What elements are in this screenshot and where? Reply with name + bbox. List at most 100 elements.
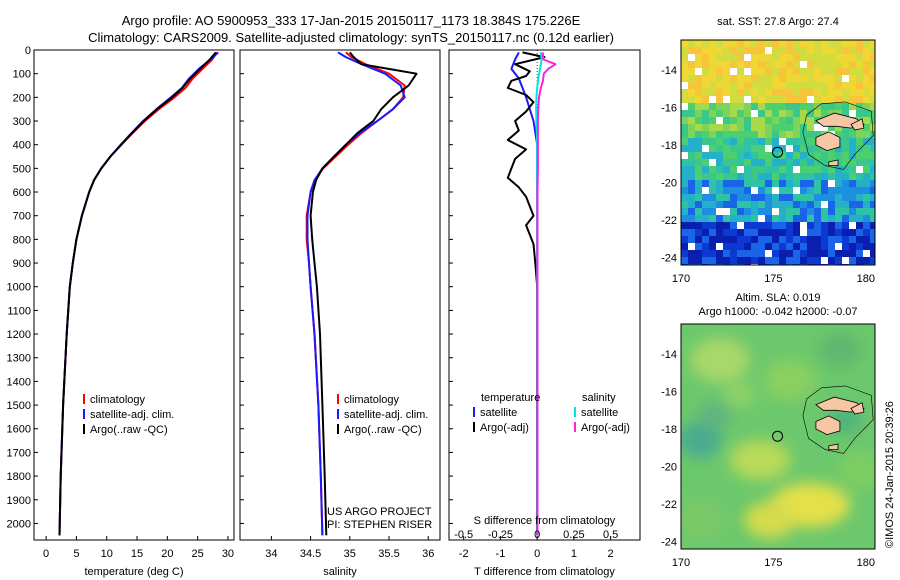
- sst-cell: [849, 145, 857, 153]
- sst-cell: [744, 103, 752, 111]
- header-line-2: Climatology: CARS2009. Satellite-adjuste…: [88, 30, 614, 45]
- sst-cell: [793, 82, 801, 90]
- sst-cell: [681, 40, 689, 48]
- sst-cell: [821, 47, 829, 55]
- sst-cell: [772, 82, 780, 90]
- sst-cell: [716, 110, 724, 118]
- sst-cell: [779, 159, 787, 167]
- sst-cell: [716, 131, 724, 139]
- sst-cell: [688, 117, 696, 125]
- sst-cell: [828, 250, 836, 258]
- sst-cell: [849, 103, 857, 111]
- sst-cell: [821, 222, 829, 230]
- sst-cell: [863, 166, 871, 174]
- sst-cell: [716, 201, 724, 209]
- map-y-tick-label: -22: [661, 499, 677, 511]
- sst-cell: [751, 166, 759, 174]
- sst-cell: [793, 208, 801, 216]
- sst-cell: [786, 110, 794, 118]
- sst-cell: [681, 131, 689, 139]
- legend-header: salinity: [582, 392, 616, 404]
- sst-cell: [779, 236, 787, 244]
- sst-cell: [856, 180, 864, 188]
- sst-cell: [751, 138, 759, 146]
- sst-cell: [828, 61, 836, 69]
- sst-cell: [814, 96, 822, 104]
- sst-cell: [758, 54, 766, 62]
- sst-cell: [779, 96, 787, 104]
- sst-cell: [821, 124, 829, 132]
- sst-cell: [730, 54, 738, 62]
- depth-tick-label: 1600: [7, 424, 31, 436]
- sst-cell: [863, 61, 871, 69]
- sst-cell: [681, 229, 689, 237]
- sst-cell: [863, 215, 871, 223]
- sst-cell: [758, 201, 766, 209]
- sst-cell: [779, 222, 787, 230]
- sst-cell: [751, 75, 759, 83]
- sst-cell: [681, 215, 689, 223]
- depth-tick-label: 1300: [7, 353, 31, 365]
- sst-cell: [800, 110, 808, 118]
- sst-cell: [793, 250, 801, 258]
- sst-cell: [758, 103, 766, 111]
- sst-cell: [835, 159, 843, 167]
- sst-cell: [751, 61, 759, 69]
- sst-cell: [744, 180, 752, 188]
- sst-cell: [870, 222, 875, 230]
- sst-cell: [828, 96, 836, 104]
- sst-cell: [744, 61, 752, 69]
- x-tick-label: 25: [192, 548, 204, 560]
- sst-cell: [870, 159, 875, 167]
- sst-cell: [849, 89, 857, 97]
- sst-cell: [737, 89, 745, 97]
- sst-cell: [786, 173, 794, 181]
- sst-cell: [800, 96, 808, 104]
- sst-cell: [779, 229, 787, 237]
- sst-cell: [737, 201, 745, 209]
- sst-cell: [821, 187, 829, 195]
- sst-cell: [709, 117, 717, 125]
- sst-cell: [730, 194, 738, 202]
- sst-cell: [786, 222, 794, 230]
- sst-cell: [758, 159, 766, 167]
- sst-cell: [709, 124, 717, 132]
- sst-cell: [772, 173, 780, 181]
- sst-cell: [814, 89, 822, 97]
- sst-cell: [807, 40, 815, 48]
- sst-cell: [849, 250, 857, 258]
- sst-cell: [744, 117, 752, 125]
- sst-cell: [751, 222, 759, 230]
- sst-cell: [793, 54, 801, 62]
- sst-cell: [786, 61, 794, 69]
- sst-cell: [716, 208, 724, 216]
- sst-cell: [814, 180, 822, 188]
- sla-blobs: [681, 332, 875, 540]
- sst-cell: [737, 166, 745, 174]
- sst-cell: [723, 138, 731, 146]
- sst-cell: [681, 201, 689, 209]
- sst-cell: [688, 173, 696, 181]
- sst-cell: [716, 257, 724, 265]
- map-x-tick-label: 170: [672, 273, 690, 285]
- sst-cell: [688, 145, 696, 153]
- sst-cell: [709, 82, 717, 90]
- sst-cell: [856, 243, 864, 251]
- sst-cell: [709, 180, 717, 188]
- sst-cell: [730, 75, 738, 83]
- sst-cell: [737, 40, 745, 48]
- depth-tick-label: 700: [13, 211, 31, 223]
- sst-cell: [849, 47, 857, 55]
- sst-cell: [730, 138, 738, 146]
- sst-cell: [849, 82, 857, 90]
- sst-cell: [751, 243, 759, 251]
- sst-cell: [863, 243, 871, 251]
- map-x-tick-label: 175: [764, 557, 782, 569]
- sst-cell: [786, 54, 794, 62]
- temperature-profile-panel: 0100200300400500600700800900100011001200…: [7, 45, 235, 578]
- sst-cell: [793, 236, 801, 244]
- sst-cell: [835, 215, 843, 223]
- map-y-tick-label: -24: [661, 537, 677, 549]
- sst-cell: [709, 236, 717, 244]
- sst-cell: [849, 138, 857, 146]
